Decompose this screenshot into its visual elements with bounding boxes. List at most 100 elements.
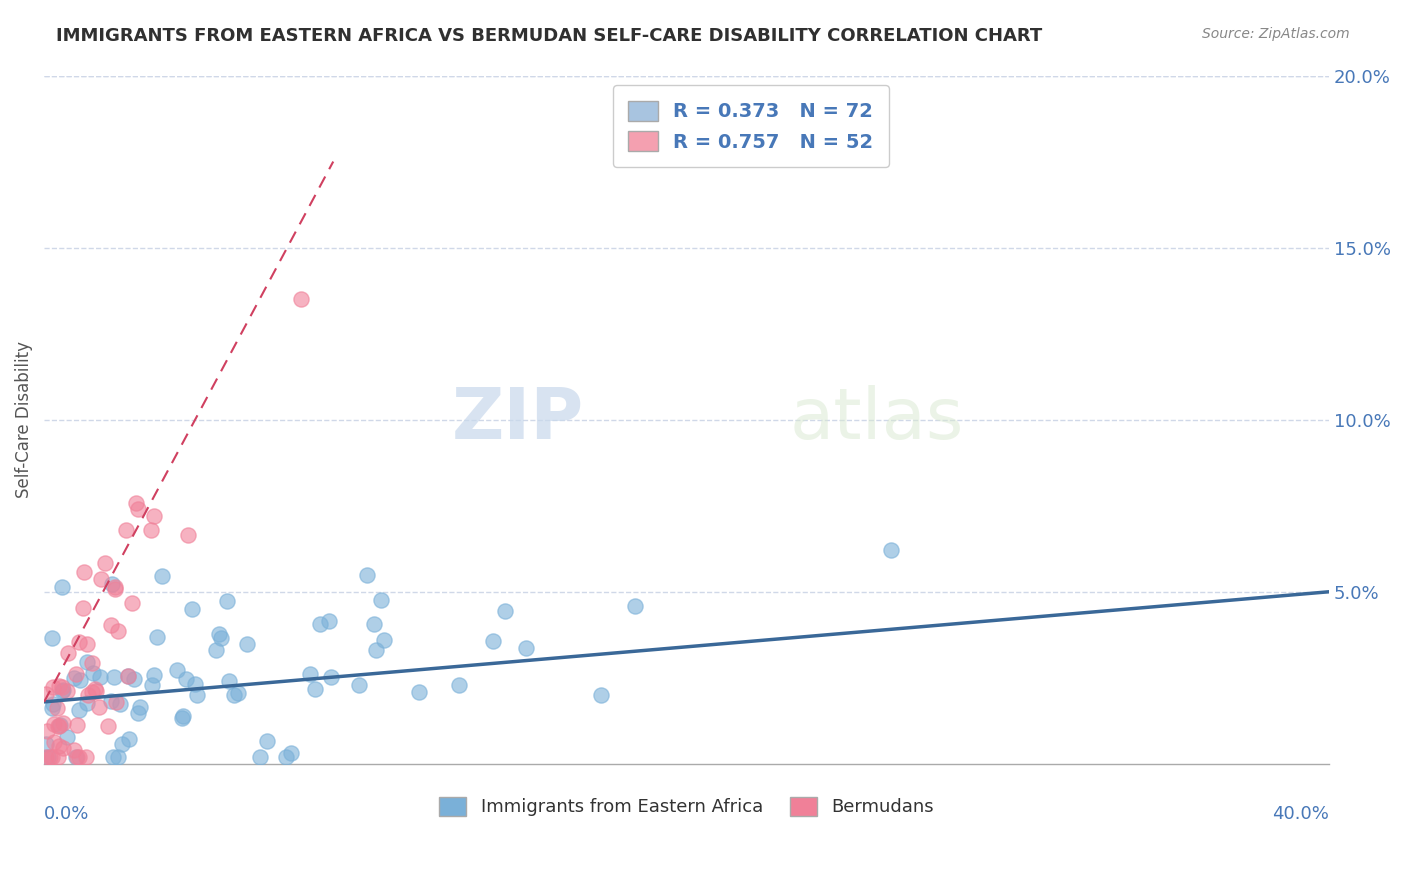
Point (121, 596, 143, 610)
Point (77, 688, 100, 702)
Legend: Immigrants from Eastern Africa, Bermudans: Immigrants from Eastern Africa, Bermudan… (432, 789, 942, 823)
Point (89, 670, 111, 684)
Point (143, 509, 166, 524)
Point (41, 680, 63, 694)
Point (370, 592, 392, 607)
Point (256, 733, 278, 747)
Point (44, 735, 66, 749)
Point (76, 656, 98, 670)
Point (107, 750, 129, 764)
Point (624, 599, 647, 613)
Point (46, 701, 69, 715)
Point (180, 601, 202, 615)
Point (108, 697, 131, 711)
Point (39, 750, 62, 764)
Point (110, 737, 132, 751)
Point (41, 750, 63, 764)
Point (63, 743, 86, 757)
Point (174, 672, 197, 686)
Point (67, 634, 90, 648)
Point (107, 624, 129, 638)
Point (118, 731, 141, 746)
Point (35, 687, 58, 701)
Point (48, 750, 70, 764)
Point (41, 700, 63, 714)
Text: Source: ZipAtlas.com: Source: ZipAtlas.com (1202, 27, 1350, 41)
Point (127, 706, 149, 721)
Point (122, 672, 145, 686)
Point (249, 750, 271, 764)
Point (184, 677, 207, 691)
Point (172, 709, 194, 723)
Point (141, 523, 163, 537)
Point (104, 580, 127, 594)
Point (124, 496, 146, 510)
Point (48, 679, 70, 693)
Point (150, 569, 173, 583)
Point (62, 671, 84, 685)
Point (363, 617, 385, 632)
Text: 40.0%: 40.0% (1272, 805, 1329, 823)
Point (308, 617, 330, 632)
Point (51, 680, 73, 694)
Point (84, 684, 107, 698)
Point (215, 594, 238, 608)
Text: ZIP: ZIP (451, 385, 583, 454)
Point (290, 292, 312, 306)
Point (186, 688, 208, 702)
Point (94, 556, 117, 570)
Point (37, 750, 59, 764)
Point (67, 750, 90, 764)
Point (373, 632, 395, 647)
Point (48, 739, 70, 753)
Point (364, 642, 387, 657)
Point (52, 683, 75, 698)
Point (73, 565, 96, 579)
Point (408, 685, 430, 699)
Point (222, 688, 245, 702)
Point (82, 656, 104, 670)
Point (51, 580, 73, 594)
Point (166, 663, 188, 677)
Point (880, 543, 903, 558)
Point (218, 673, 240, 688)
Point (280, 747, 302, 761)
Point (104, 582, 127, 596)
Point (356, 567, 378, 582)
Point (274, 750, 297, 764)
Point (42, 717, 65, 731)
Point (494, 604, 516, 618)
Point (205, 642, 228, 657)
Point (319, 669, 342, 683)
Point (46, 719, 69, 733)
Point (76, 696, 98, 710)
Point (66, 718, 89, 732)
Point (141, 678, 163, 692)
Point (172, 711, 194, 725)
Text: atlas: atlas (789, 385, 963, 454)
Point (66, 750, 89, 764)
Point (515, 641, 537, 656)
Point (56, 684, 79, 698)
Point (35, 738, 58, 752)
Point (208, 626, 231, 640)
Point (235, 637, 257, 651)
Point (69, 673, 91, 688)
Point (103, 670, 125, 684)
Y-axis label: Self-Care Disability: Self-Care Disability (15, 341, 32, 498)
Point (41, 631, 63, 645)
Point (52, 741, 75, 756)
Point (127, 502, 149, 516)
Text: IMMIGRANTS FROM EASTERN AFRICA VS BERMUDAN SELF-CARE DISABILITY CORRELATION CHAR: IMMIGRANTS FROM EASTERN AFRICA VS BERMUD… (56, 27, 1042, 45)
Point (209, 631, 232, 645)
Point (75, 750, 97, 764)
Point (114, 523, 136, 537)
Point (72, 600, 94, 615)
Point (177, 528, 200, 542)
Point (589, 689, 612, 703)
Point (318, 614, 340, 628)
Point (100, 694, 122, 708)
Point (76, 637, 98, 651)
Point (65, 667, 87, 681)
Point (42, 697, 65, 711)
